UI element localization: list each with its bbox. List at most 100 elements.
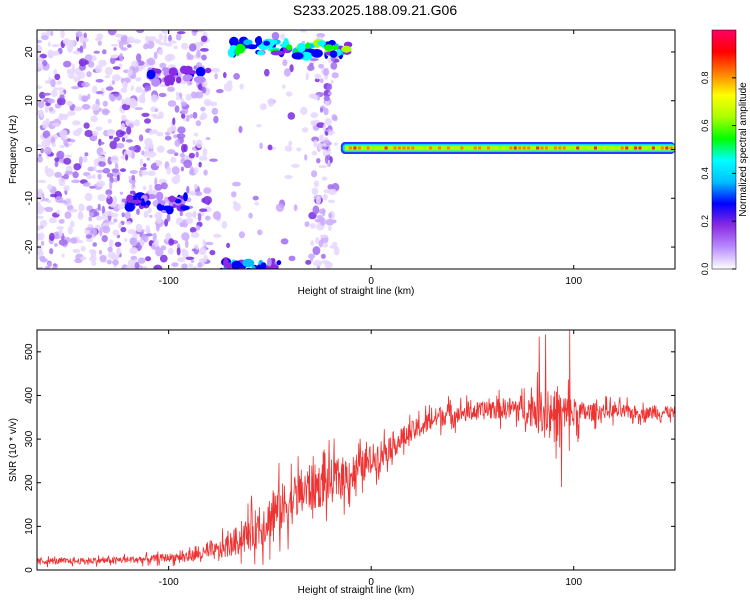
noise-cell bbox=[118, 40, 124, 49]
blob-cell bbox=[124, 202, 135, 212]
noise-cell bbox=[96, 169, 105, 173]
noise-cell bbox=[121, 114, 127, 122]
noise-cell bbox=[160, 182, 168, 190]
noise-cell bbox=[195, 42, 204, 46]
noise-cell bbox=[92, 242, 97, 247]
blob-cell bbox=[255, 264, 263, 269]
noise-cell bbox=[143, 210, 148, 219]
y-axis-label: Frequency (Hz) bbox=[8, 115, 19, 184]
blob-cell bbox=[223, 258, 229, 268]
noise-cell bbox=[170, 156, 177, 163]
colorbar-tick-label: 0.8 bbox=[700, 72, 710, 85]
tone-peak bbox=[625, 146, 629, 150]
noise-cell bbox=[128, 146, 137, 151]
noise-cell bbox=[54, 242, 58, 247]
noise-cell bbox=[70, 237, 78, 244]
noise-cell bbox=[60, 30, 65, 39]
noise-cell bbox=[82, 155, 88, 163]
blob-cell bbox=[341, 45, 352, 53]
noise-cell bbox=[136, 30, 145, 34]
noise-cell bbox=[95, 37, 102, 42]
y-tick-label: 0 bbox=[24, 567, 35, 573]
noise-cell bbox=[319, 107, 324, 113]
noise-cell bbox=[47, 199, 51, 204]
blob-cell bbox=[155, 191, 164, 201]
noise-cell bbox=[71, 179, 81, 184]
blob-cell bbox=[332, 45, 339, 50]
noise-cell bbox=[171, 262, 179, 267]
noise-cell bbox=[205, 215, 211, 221]
noise-cell bbox=[149, 129, 154, 135]
noise-cell bbox=[49, 248, 54, 255]
blob-cell bbox=[175, 76, 182, 84]
noise-cell bbox=[329, 156, 333, 164]
noise-cell bbox=[186, 185, 190, 194]
noise-cell bbox=[181, 232, 190, 241]
noise-cell bbox=[321, 143, 327, 147]
noise-cell bbox=[172, 117, 176, 126]
noise-cell bbox=[127, 69, 133, 76]
noise-cell bbox=[97, 194, 106, 202]
noise-cell bbox=[141, 170, 148, 176]
noise-cell bbox=[197, 213, 202, 222]
noise-cell bbox=[37, 266, 44, 269]
tone-peak bbox=[473, 146, 477, 150]
noise-cell bbox=[318, 239, 323, 248]
blob-cell bbox=[243, 39, 253, 46]
noise-cell bbox=[44, 146, 52, 155]
noise-cell bbox=[58, 129, 68, 138]
noise-cell bbox=[176, 247, 181, 256]
noise-cell bbox=[199, 208, 208, 212]
x-axis-label: Height of straight line (km) bbox=[298, 286, 415, 297]
noise-cell bbox=[131, 179, 136, 189]
noise-cell bbox=[58, 229, 63, 237]
noise-cell bbox=[71, 63, 75, 72]
noise-cell bbox=[70, 220, 75, 228]
noise-cell bbox=[37, 215, 44, 219]
noise-cell bbox=[200, 247, 207, 255]
noise-cell bbox=[158, 92, 167, 98]
noise-cell bbox=[113, 93, 120, 97]
noise-cell bbox=[129, 97, 137, 107]
noise-cell bbox=[313, 260, 323, 267]
noise-cell bbox=[107, 30, 117, 36]
colorbar-tick-label: 0.6 bbox=[700, 119, 710, 132]
noise-cell bbox=[304, 221, 310, 228]
noise-cell bbox=[72, 50, 82, 55]
noise-cell bbox=[333, 246, 340, 256]
noise-cell bbox=[259, 103, 267, 111]
noise-cell bbox=[112, 259, 119, 266]
noise-cell bbox=[287, 112, 296, 120]
noise-cell bbox=[181, 42, 189, 50]
noise-cell bbox=[62, 60, 72, 68]
noise-cell bbox=[226, 242, 231, 249]
noise-cell bbox=[318, 208, 326, 215]
noise-cell bbox=[176, 133, 186, 139]
noise-cell bbox=[120, 226, 127, 233]
noise-cell bbox=[185, 239, 189, 249]
noise-cell bbox=[311, 170, 318, 178]
noise-cell bbox=[180, 166, 184, 172]
noise-cell bbox=[163, 34, 167, 43]
noise-cell bbox=[155, 222, 160, 232]
noise-cell bbox=[181, 263, 188, 269]
noise-cell bbox=[174, 105, 180, 113]
noise-cell bbox=[147, 170, 156, 177]
noise-cell bbox=[81, 103, 91, 110]
noise-cell bbox=[158, 49, 163, 56]
noise-cell bbox=[214, 73, 218, 80]
noise-cell bbox=[109, 181, 113, 190]
noise-cell bbox=[98, 59, 107, 67]
noise-cell bbox=[110, 56, 116, 64]
noise-cell bbox=[105, 86, 114, 91]
x-tick-label: 0 bbox=[368, 276, 374, 287]
noise-cell bbox=[193, 183, 198, 190]
noise-cell bbox=[248, 212, 253, 219]
noise-cell bbox=[322, 193, 328, 201]
noise-cell bbox=[101, 235, 108, 243]
noise-cell bbox=[37, 144, 43, 148]
blob-cell bbox=[183, 192, 188, 202]
noise-cell bbox=[59, 94, 65, 99]
blob-cell bbox=[145, 200, 151, 206]
noise-cell bbox=[130, 237, 138, 247]
